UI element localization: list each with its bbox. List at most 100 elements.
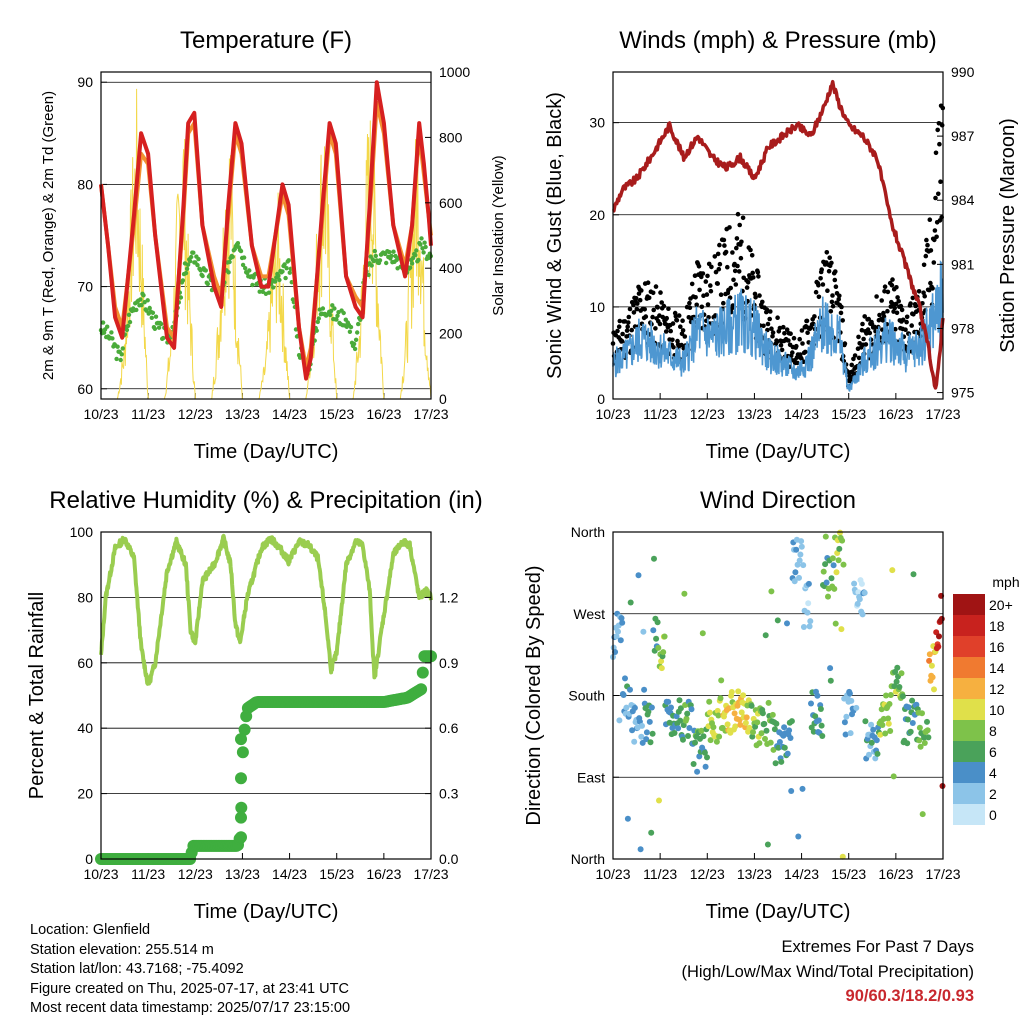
- gust-point: [668, 328, 673, 334]
- direction-point: [836, 545, 843, 552]
- gust-point: [928, 248, 934, 253]
- direction-point: [718, 677, 725, 684]
- direction-point: [833, 569, 840, 576]
- gust-point: [734, 245, 739, 251]
- gust-point: [687, 300, 692, 306]
- gust-point: [751, 275, 756, 280]
- gust-point: [721, 300, 726, 306]
- gust-point: [616, 324, 622, 330]
- direction-point: [820, 568, 827, 575]
- chart-title: Relative Humidity (%) & Precipitation (i…: [49, 487, 482, 514]
- direction-point: [637, 846, 644, 853]
- direction-point: [858, 580, 865, 587]
- gust-point: [700, 271, 706, 276]
- colorbar-label: 0: [989, 807, 997, 823]
- colorbar-title: mph: [992, 574, 1019, 590]
- gust-point: [760, 299, 765, 305]
- direction-point: [756, 740, 763, 747]
- gust-point: [836, 297, 841, 302]
- gust-point: [625, 324, 630, 330]
- x-tick-label: 10/23: [83, 866, 118, 882]
- y-tick-label: 70: [77, 279, 93, 295]
- direction-point: [904, 740, 911, 747]
- colorbar: [953, 594, 985, 825]
- direction-point: [654, 619, 661, 626]
- direction-point: [827, 665, 834, 672]
- td-point: [287, 270, 292, 275]
- direction-point: [650, 627, 657, 634]
- y-right-tick-label: 0.0: [439, 851, 459, 867]
- gust-point: [659, 300, 664, 305]
- gust-point: [830, 293, 835, 298]
- y-tick-label: 0: [85, 851, 93, 867]
- gust-point: [671, 345, 676, 350]
- gust-point: [937, 141, 942, 147]
- y-right-tick-label: 984: [951, 192, 975, 208]
- direction-point: [728, 689, 735, 695]
- gust-point: [939, 122, 945, 128]
- td-point: [372, 248, 377, 254]
- direction-point: [631, 738, 638, 745]
- y-tick-label: 40: [77, 720, 93, 736]
- gust-point: [670, 321, 676, 326]
- gust-point: [830, 303, 836, 309]
- gust-point: [637, 297, 643, 303]
- y-right-tick-label: 1000: [439, 64, 470, 80]
- td-point: [351, 341, 357, 347]
- gust-point: [658, 290, 663, 295]
- gust-point: [737, 222, 742, 228]
- gust-point: [676, 313, 682, 318]
- direction-point: [699, 630, 706, 637]
- gust-point: [879, 298, 884, 303]
- colorbar-label: 2: [989, 786, 997, 802]
- direction-point: [706, 698, 713, 705]
- elevation-text: Station elevation: 255.514 m: [30, 941, 214, 958]
- gust-point: [650, 290, 656, 296]
- direction-point: [788, 788, 795, 794]
- td-point: [240, 262, 246, 268]
- direction-point: [793, 546, 800, 553]
- colorbar-swatch: [953, 741, 985, 762]
- gust-point: [824, 250, 830, 255]
- gust-point: [728, 285, 733, 291]
- td-point: [105, 324, 110, 329]
- direction-point: [781, 744, 788, 751]
- direction-point: [731, 710, 738, 717]
- y-tick-label: 100: [70, 524, 94, 540]
- gust-point: [856, 355, 862, 361]
- direction-point: [877, 731, 884, 738]
- direction-point: [856, 596, 863, 603]
- y-right-tick-label: 0.6: [439, 720, 459, 736]
- gust-point: [882, 289, 887, 294]
- colorbar-swatch: [953, 678, 985, 699]
- gust-point: [704, 292, 710, 297]
- colorbar-swatch: [953, 762, 985, 783]
- gust-point: [712, 254, 718, 259]
- rain-point: [415, 683, 428, 696]
- colorbar-label: 8: [989, 723, 997, 739]
- td-point: [320, 306, 326, 311]
- direction-point: [866, 751, 872, 758]
- direction-point: [936, 633, 942, 640]
- gust-point: [797, 336, 802, 342]
- gust-point: [909, 323, 914, 328]
- gust-point: [653, 326, 658, 331]
- gust-point: [674, 318, 680, 323]
- direction-point: [839, 853, 846, 860]
- gust-point: [827, 255, 832, 260]
- direction-point: [831, 585, 838, 592]
- y-right-axis-label: Station Pressure (Maroon): [997, 118, 1019, 353]
- gust-point: [921, 290, 926, 296]
- gust-point: [900, 317, 906, 323]
- gust-point: [769, 326, 774, 332]
- x-tick-label: 16/23: [878, 866, 913, 882]
- direction-point: [885, 720, 892, 727]
- gust-point: [703, 279, 709, 284]
- x-tick-label: 12/23: [690, 406, 725, 422]
- direction-point: [921, 740, 928, 746]
- x-tick-label: 15/23: [831, 406, 866, 422]
- gust-point: [927, 217, 933, 222]
- y-tick-label: 20: [589, 207, 605, 223]
- direction-point: [724, 721, 731, 728]
